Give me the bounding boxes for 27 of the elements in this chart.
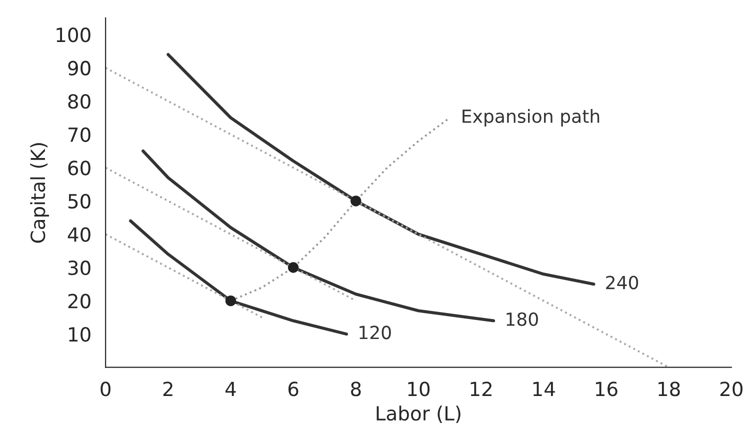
x-tick-label: 20 xyxy=(720,382,742,396)
x-tick-label: 8 xyxy=(351,382,361,396)
series-label: 120 xyxy=(360,326,391,340)
y-tick-label: 20 xyxy=(68,294,90,308)
series-label: 180 xyxy=(506,312,538,326)
y-tick-label: 100 xyxy=(56,28,90,42)
series-label: 240 xyxy=(606,276,638,290)
x-tick-label: 4 xyxy=(225,382,236,396)
y-tick-label: 40 xyxy=(68,227,90,242)
x-tick-label: 18 xyxy=(658,382,680,396)
y-tick-label: 90 xyxy=(68,60,90,76)
x-tick-label: 6 xyxy=(288,382,298,396)
x-tick-label: 12 xyxy=(470,382,492,396)
y-tick-label: 50 xyxy=(68,194,90,209)
y-tick-label: 10 xyxy=(69,327,90,342)
x-tick-label: 10 xyxy=(408,382,430,396)
x-axis-title: Labor (L) xyxy=(376,406,460,423)
y-tick-label: 70 xyxy=(68,127,90,142)
x-tick-label: 0 xyxy=(100,382,110,396)
x-tick-label: 16 xyxy=(596,382,618,396)
x-tick-label: 2 xyxy=(163,382,172,396)
x-tick-label: 14 xyxy=(533,382,555,396)
series-label: Expansion path xyxy=(462,109,600,126)
y-axis-title: Capital (K) xyxy=(30,143,49,243)
y-tick-label: 30 xyxy=(68,260,90,276)
y-tick-label: 80 xyxy=(68,94,90,109)
y-tick-label: 60 xyxy=(68,160,90,176)
